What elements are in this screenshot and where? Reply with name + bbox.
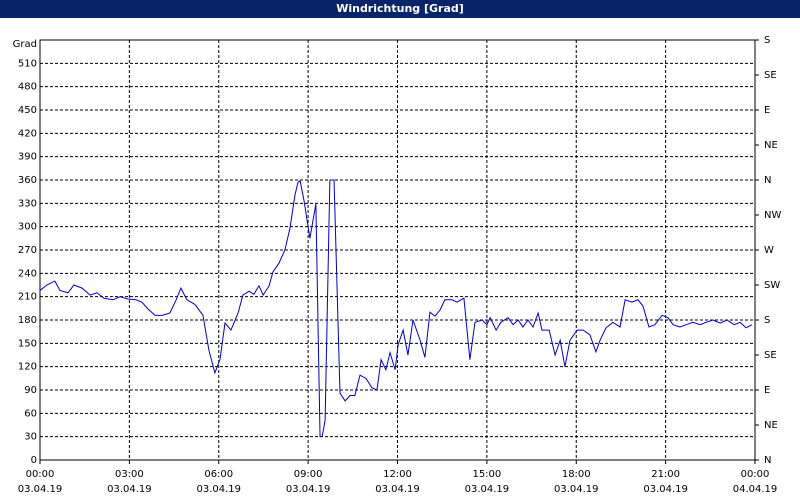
y-tick-label: 360 bbox=[18, 175, 37, 186]
x-tick-label: 15:00 bbox=[472, 469, 501, 480]
y-tick-label: 480 bbox=[18, 82, 37, 93]
y2-tick-label: N bbox=[764, 455, 771, 466]
y-tick-label: 420 bbox=[18, 128, 37, 139]
x-tick-label: 09:00 bbox=[294, 469, 323, 480]
x-tick-label: 03:00 bbox=[115, 469, 144, 480]
x-tick-date: 03.04.19 bbox=[643, 484, 688, 495]
x-tick-date: 04.04.19 bbox=[733, 484, 778, 495]
x-tick-date: 03.04.19 bbox=[465, 484, 510, 495]
x-tick-date: 03.04.19 bbox=[286, 484, 331, 495]
y2-tick-label: S bbox=[764, 315, 770, 326]
x-tick-date: 03.04.19 bbox=[18, 484, 63, 495]
x-tick-label: 00:00 bbox=[741, 469, 770, 480]
y-tick-label: 300 bbox=[18, 222, 37, 233]
y2-tick-label: E bbox=[764, 105, 770, 116]
y-tick-label: 30 bbox=[24, 432, 37, 443]
y-tick-label: 180 bbox=[18, 315, 37, 326]
y2-tick-label: SW bbox=[764, 280, 780, 291]
x-tick-label: 12:00 bbox=[383, 469, 412, 480]
y2-tick-label: W bbox=[764, 245, 774, 256]
y-tick-label: 210 bbox=[18, 292, 37, 303]
y-tick-label: 450 bbox=[18, 105, 37, 116]
x-tick-date: 03.04.19 bbox=[107, 484, 152, 495]
y-tick-label: 120 bbox=[18, 362, 37, 373]
y-tick-label: 0 bbox=[31, 455, 37, 466]
y-tick-label: 390 bbox=[18, 152, 37, 163]
y-tick-label: 90 bbox=[24, 385, 37, 396]
x-tick-label: 18:00 bbox=[562, 469, 591, 480]
y-tick-label: 60 bbox=[24, 408, 37, 419]
chart-title: Windrichtung [Grad] bbox=[336, 2, 464, 15]
x-tick-date: 03.04.19 bbox=[375, 484, 420, 495]
y2-tick-label: NE bbox=[764, 140, 778, 151]
y-tick-label: 330 bbox=[18, 198, 37, 209]
y2-tick-label: NE bbox=[764, 420, 778, 431]
y-tick-label: 240 bbox=[18, 268, 37, 279]
x-tick-date: 03.04.19 bbox=[554, 484, 599, 495]
y2-tick-label: SE bbox=[764, 70, 777, 81]
x-tick-label: 06:00 bbox=[204, 469, 233, 480]
x-tick-date: 03.04.19 bbox=[196, 484, 241, 495]
y-tick-label: 270 bbox=[18, 245, 37, 256]
y2-tick-label: E bbox=[764, 385, 770, 396]
y2-tick-label: S bbox=[764, 35, 770, 46]
y-tick-label: 150 bbox=[18, 338, 37, 349]
x-tick-label: 21:00 bbox=[651, 469, 680, 480]
y2-tick-label: N bbox=[764, 175, 771, 186]
x-tick-label: 00:00 bbox=[26, 469, 55, 480]
data-line bbox=[39, 179, 753, 438]
y2-tick-label: SE bbox=[764, 350, 777, 361]
y2-tick-label: NW bbox=[764, 210, 781, 221]
title-bar bbox=[0, 0, 800, 18]
y-axis-label: Grad bbox=[13, 39, 37, 50]
y-tick-label: 510 bbox=[18, 58, 37, 69]
